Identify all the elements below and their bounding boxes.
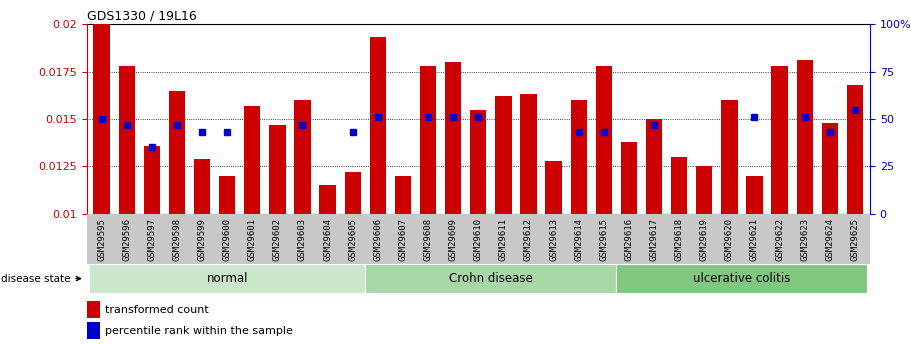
Text: GSM29620: GSM29620 — [725, 218, 734, 261]
Text: GSM29601: GSM29601 — [248, 218, 257, 261]
Text: GSM29598: GSM29598 — [172, 218, 181, 261]
Bar — [746, 176, 763, 214]
Text: GSM29605: GSM29605 — [348, 218, 357, 261]
Text: percentile rank within the sample: percentile rank within the sample — [105, 326, 292, 336]
Bar — [822, 123, 838, 214]
Text: GSM29599: GSM29599 — [198, 218, 207, 261]
Text: GSM29622: GSM29622 — [775, 218, 784, 261]
Text: GSM29609: GSM29609 — [448, 218, 457, 261]
Text: normal: normal — [207, 272, 248, 285]
Bar — [94, 24, 109, 214]
Bar — [420, 66, 436, 214]
Bar — [89, 264, 365, 293]
Text: GSM29595: GSM29595 — [97, 218, 106, 261]
Bar — [394, 176, 411, 214]
Bar — [772, 66, 788, 214]
Bar — [270, 125, 285, 214]
Bar — [144, 146, 160, 214]
Text: GSM29618: GSM29618 — [675, 218, 683, 261]
Bar — [370, 37, 386, 214]
Text: GSM29625: GSM29625 — [851, 218, 859, 261]
Bar — [570, 100, 587, 214]
Bar — [320, 186, 336, 214]
Text: GSM29612: GSM29612 — [524, 218, 533, 261]
Text: GSM29607: GSM29607 — [398, 218, 407, 261]
Text: GSM29602: GSM29602 — [273, 218, 281, 261]
Text: GSM29619: GSM29619 — [700, 218, 709, 261]
Bar — [118, 66, 135, 214]
Text: GSM29617: GSM29617 — [650, 218, 659, 261]
Bar — [796, 60, 813, 214]
Text: GSM29623: GSM29623 — [800, 218, 809, 261]
Text: GSM29615: GSM29615 — [599, 218, 609, 261]
Text: GSM29604: GSM29604 — [323, 218, 333, 261]
Text: GSM29596: GSM29596 — [122, 218, 131, 261]
Text: GSM29611: GSM29611 — [499, 218, 508, 261]
Text: GSM29600: GSM29600 — [222, 218, 231, 261]
Text: GSM29603: GSM29603 — [298, 218, 307, 261]
Text: ulcerative colitis: ulcerative colitis — [693, 272, 791, 285]
Bar — [445, 62, 461, 214]
Text: GDS1330 / 19L16: GDS1330 / 19L16 — [87, 10, 196, 23]
Text: disease state: disease state — [1, 274, 80, 284]
Text: GSM29616: GSM29616 — [624, 218, 633, 261]
Bar — [596, 66, 612, 214]
Bar — [194, 159, 210, 214]
Bar — [87, 301, 100, 318]
Text: transformed count: transformed count — [105, 305, 209, 315]
Bar — [169, 90, 185, 214]
Text: GSM29624: GSM29624 — [825, 218, 834, 261]
Text: GSM29606: GSM29606 — [374, 218, 383, 261]
Bar — [244, 106, 261, 214]
Text: GSM29613: GSM29613 — [549, 218, 558, 261]
Bar — [365, 264, 617, 293]
Bar — [87, 322, 100, 339]
Bar — [722, 100, 738, 214]
Text: GSM29621: GSM29621 — [750, 218, 759, 261]
Bar — [646, 119, 662, 214]
Bar — [617, 264, 867, 293]
Bar — [671, 157, 687, 214]
Bar — [520, 95, 537, 214]
Bar — [496, 96, 512, 214]
Text: GSM29608: GSM29608 — [424, 218, 433, 261]
Bar — [620, 142, 637, 214]
Text: Crohn disease: Crohn disease — [449, 272, 533, 285]
Bar — [470, 110, 486, 214]
Text: GSM29614: GSM29614 — [574, 218, 583, 261]
Text: GSM29597: GSM29597 — [148, 218, 157, 261]
Bar — [219, 176, 235, 214]
Bar — [696, 166, 712, 214]
Bar — [294, 100, 311, 214]
Bar — [344, 172, 361, 214]
Bar — [546, 161, 562, 214]
Text: GSM29610: GSM29610 — [474, 218, 483, 261]
Bar — [847, 85, 863, 214]
